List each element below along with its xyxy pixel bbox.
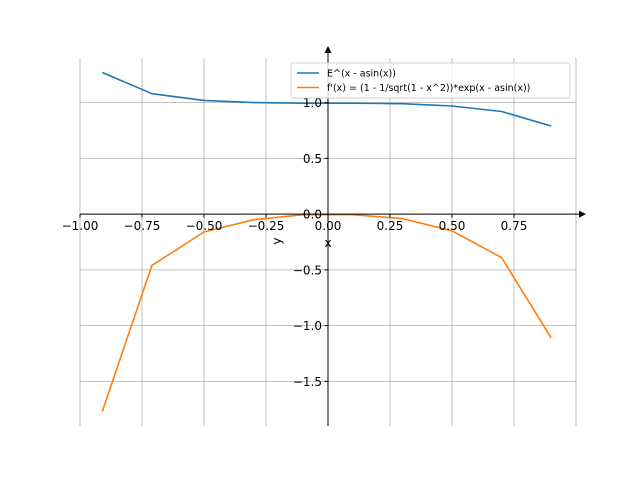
y-axis-label: y [270, 237, 284, 244]
x-axis-label: x [324, 236, 331, 250]
legend-box [290, 62, 571, 99]
x-tick-label: −0.25 [248, 219, 285, 233]
y-tick-label: −1.5 [293, 375, 322, 389]
y-tick-label: −1.0 [293, 319, 322, 333]
y-tick-label: −0.5 [293, 263, 322, 277]
x-tick-label: 0.00 [315, 219, 342, 233]
legend: E^(x - asin(x)) f'(x) = (1 - 1/sqrt(1 - x… [290, 62, 571, 99]
axes [80, 46, 586, 426]
x-tick-label: 0.75 [501, 219, 528, 233]
y-tick-label: 0.0 [303, 208, 322, 222]
x-tick-label: 0.25 [377, 219, 404, 233]
legend-label-1: E^(x - asin(x)) [327, 69, 396, 80]
x-tick-label: −0.50 [186, 219, 223, 233]
y-tick-label: 0.5 [303, 152, 322, 166]
y-axis-arrow-icon [324, 46, 332, 53]
x-tick-label: −1.00 [62, 219, 99, 233]
x-tick-label: −0.75 [124, 219, 161, 233]
x-tick-label: 0.50 [439, 219, 466, 233]
y-tick-label: 1.0 [303, 96, 322, 110]
legend-label-2: f'(x) = (1 - 1/sqrt(1 - x^2))*exp(x - as… [327, 83, 530, 94]
x-axis-arrow-icon [579, 210, 586, 218]
ticks: −1.00 −0.75 −0.50 −0.25 0.00 0.25 0.50 0.75 −1.5… [62, 96, 528, 389]
